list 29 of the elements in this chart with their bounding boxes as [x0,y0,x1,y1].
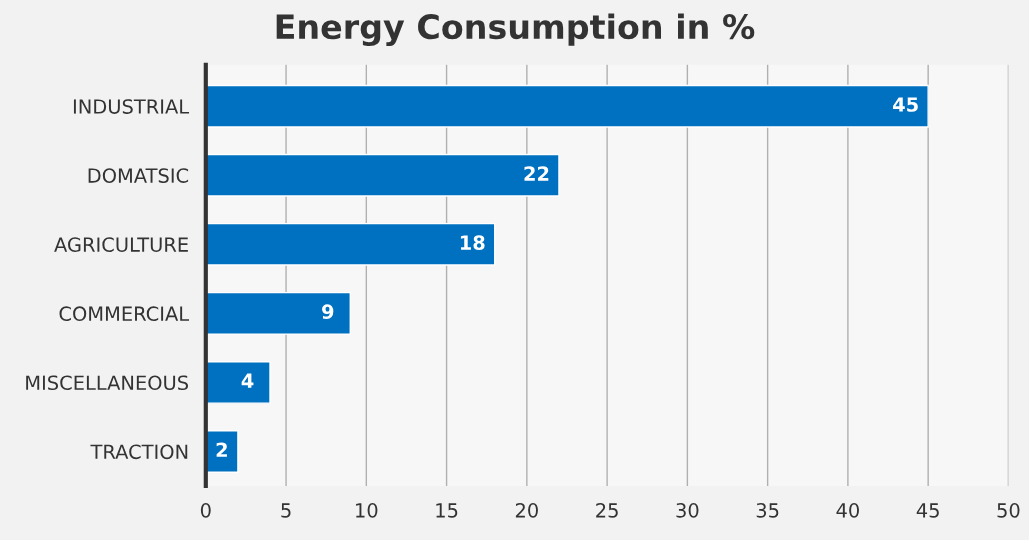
chart-title: Energy Consumption in % [276,13,755,47]
x-tick-label: 0 [200,503,211,518]
x-tick-label: 45 [916,503,939,518]
y-tick-label: TRACTION [90,444,188,460]
bar [205,153,560,197]
bar [205,291,351,335]
x-tick-label: 15 [436,503,458,518]
bar [205,222,496,266]
data-label: 22 [524,166,549,181]
x-tick-label: 35 [756,503,779,518]
x-tick-label: 25 [596,503,618,518]
data-label: 2 [216,442,227,457]
x-tick-label: 5 [281,503,291,518]
x-tick-label: 10 [356,503,378,518]
data-label: 45 [893,97,918,112]
x-tick-label: 50 [997,503,1020,518]
x-tick-label: 20 [515,503,538,518]
data-label: 18 [460,235,485,250]
bar [205,361,271,404]
data-label: 9 [322,304,334,320]
y-tick-label: COMMERCIAL [59,306,190,322]
data-label: 4 [241,373,254,388]
x-tick-label: 30 [676,503,699,518]
y-tick-label: AGRICULTURE [54,237,188,252]
x-tick-label: 40 [836,503,859,518]
y-tick-label: DOMATSIC [88,168,189,183]
bar [205,84,929,128]
y-tick-label: INDUSTRIAL [73,99,190,114]
y-tick-label: MISCELLANEOUS [26,375,189,391]
